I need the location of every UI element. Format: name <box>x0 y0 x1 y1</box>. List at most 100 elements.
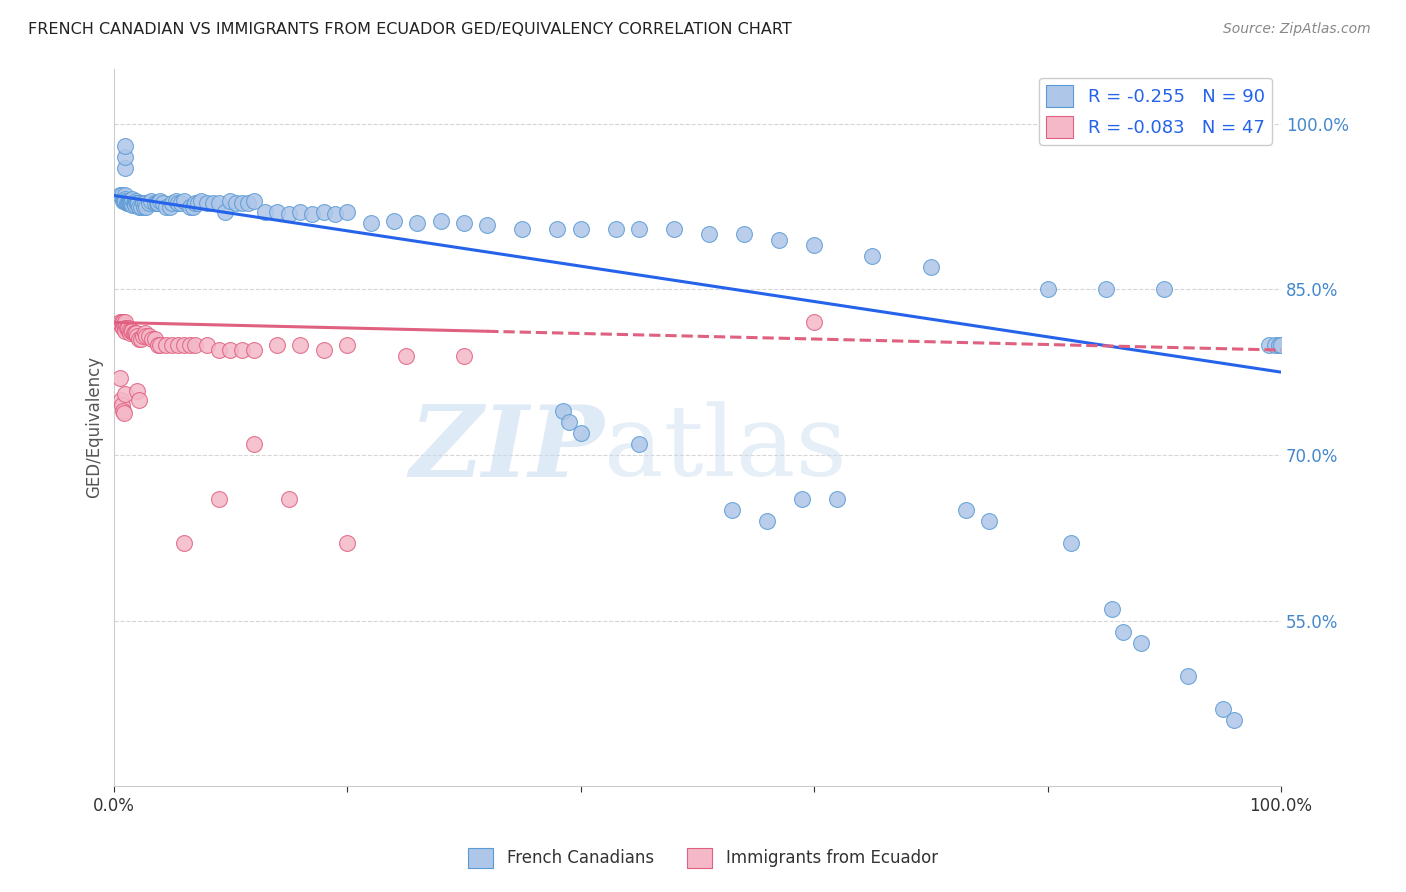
Point <box>325 207 347 221</box>
Point <box>165 194 187 208</box>
Point <box>152 196 174 211</box>
Point <box>605 221 627 235</box>
Point <box>117 196 139 211</box>
Point <box>662 221 685 235</box>
Point <box>129 200 152 214</box>
Point <box>190 194 212 208</box>
Point <box>510 221 533 235</box>
Point <box>115 321 138 335</box>
Point <box>477 219 499 233</box>
Point <box>195 337 218 351</box>
Point <box>1270 337 1292 351</box>
Point <box>124 198 146 212</box>
Point <box>173 337 195 351</box>
Point <box>236 196 259 211</box>
Point <box>111 188 134 202</box>
Point <box>382 214 405 228</box>
Point <box>139 194 162 208</box>
Point <box>1212 702 1234 716</box>
Point <box>110 318 132 332</box>
Point <box>112 321 135 335</box>
Point <box>184 196 207 211</box>
Point <box>1112 624 1135 639</box>
Point <box>121 198 143 212</box>
Point <box>108 188 131 202</box>
Point <box>733 227 755 241</box>
Point <box>173 536 195 550</box>
Point <box>214 205 236 219</box>
Point <box>122 196 145 211</box>
Point <box>114 188 136 202</box>
Point <box>336 536 359 550</box>
Point <box>453 349 475 363</box>
Point <box>768 233 790 247</box>
Point <box>627 221 650 235</box>
Point <box>155 200 177 214</box>
Legend: French Canadians, Immigrants from Ecuador: French Canadians, Immigrants from Ecuado… <box>461 841 945 875</box>
Point <box>132 328 155 343</box>
Point <box>134 326 156 341</box>
Point <box>290 337 312 351</box>
Point <box>114 315 136 329</box>
Point <box>179 200 201 214</box>
Point <box>243 343 266 357</box>
Point <box>112 404 135 418</box>
Point <box>124 326 146 341</box>
Point <box>129 332 152 346</box>
Text: atlas: atlas <box>605 401 846 497</box>
Point <box>862 249 884 263</box>
Point <box>1129 635 1152 649</box>
Point <box>112 318 135 332</box>
Point <box>114 387 136 401</box>
Text: Source: ZipAtlas.com: Source: ZipAtlas.com <box>1223 22 1371 37</box>
Point <box>146 337 169 351</box>
Point <box>1095 282 1118 296</box>
Point <box>143 196 166 211</box>
Point <box>254 205 277 219</box>
Point <box>181 200 204 214</box>
Point <box>114 321 136 335</box>
Point <box>114 150 136 164</box>
Point <box>121 324 143 338</box>
Point <box>170 196 193 211</box>
Point <box>149 337 172 351</box>
Point <box>756 514 779 528</box>
Point <box>108 315 131 329</box>
Point <box>120 324 142 338</box>
Point <box>125 384 148 398</box>
Point <box>243 194 266 208</box>
Point <box>128 200 150 214</box>
Point <box>231 343 253 357</box>
Point <box>1036 282 1059 296</box>
Point <box>114 192 136 206</box>
Point <box>117 321 139 335</box>
Point <box>118 194 141 208</box>
Point <box>803 238 825 252</box>
Point <box>336 205 359 219</box>
Point <box>1223 713 1246 727</box>
Point <box>553 404 575 418</box>
Point <box>135 200 157 214</box>
Point <box>112 194 135 208</box>
Point <box>159 200 181 214</box>
Point <box>1177 669 1199 683</box>
Point <box>125 326 148 341</box>
Point <box>394 349 416 363</box>
Point <box>219 343 242 357</box>
Point <box>120 196 142 211</box>
Point <box>803 315 825 329</box>
Point <box>312 343 335 357</box>
Point <box>792 492 814 507</box>
Point <box>114 138 136 153</box>
Point <box>122 326 145 341</box>
Y-axis label: GED/Equivalency: GED/Equivalency <box>86 356 103 499</box>
Point <box>138 196 160 211</box>
Point <box>146 196 169 211</box>
Point <box>1267 337 1289 351</box>
Point <box>277 207 299 221</box>
Point <box>179 337 201 351</box>
Text: FRENCH CANADIAN VS IMMIGRANTS FROM ECUADOR GED/EQUIVALENCY CORRELATION CHART: FRENCH CANADIAN VS IMMIGRANTS FROM ECUAD… <box>28 22 792 37</box>
Point <box>132 196 155 211</box>
Point <box>128 332 150 346</box>
Point <box>124 196 146 211</box>
